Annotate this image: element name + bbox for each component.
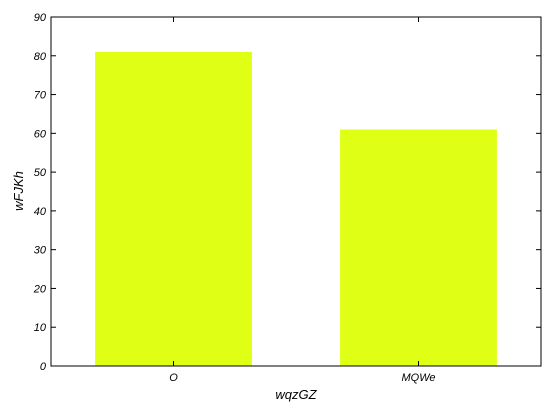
y-tick-label: 0 (40, 361, 47, 373)
bar-mqwe (340, 129, 497, 366)
y-tick-label: 50 (34, 167, 47, 179)
x-tick-label: O (169, 372, 178, 384)
y-tick-label: 10 (34, 322, 47, 334)
y-tick-label: 60 (34, 128, 47, 140)
y-tick-label: 20 (33, 283, 47, 295)
y-tick-label: 40 (34, 206, 47, 218)
y-axis-label: wFJKh (11, 171, 26, 211)
bar-o (95, 51, 252, 367)
x-axis-ticks: O MQWe (169, 17, 436, 384)
y-tick-label: 80 (34, 51, 47, 63)
y-tick-label: 90 (34, 12, 47, 24)
x-tick-label: MQWe (401, 372, 435, 384)
bars-group (95, 51, 497, 367)
y-tick-label: 30 (34, 245, 47, 257)
y-tick-label: 70 (34, 90, 47, 102)
plot-frame (50, 16, 542, 367)
y-axis-ticks: 0 10 20 30 40 50 60 70 80 90 (33, 12, 541, 373)
x-axis-label: wqzGZ (275, 387, 317, 402)
